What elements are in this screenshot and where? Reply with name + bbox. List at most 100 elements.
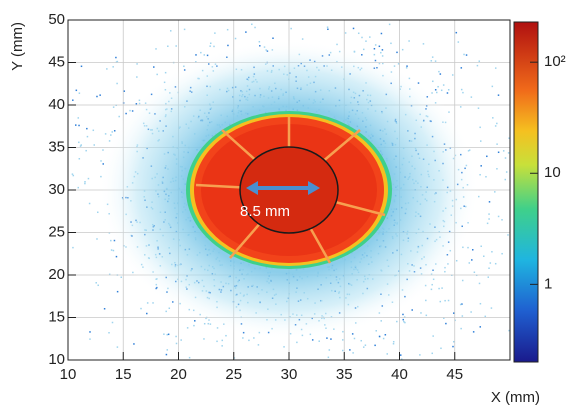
noise-dot — [501, 252, 503, 255]
noise-dot — [283, 346, 285, 348]
y-tick-label: 35 — [48, 138, 65, 155]
noise-dot — [89, 338, 91, 340]
noise-dot — [470, 96, 473, 98]
noise-dot — [251, 23, 253, 26]
color-bar — [513, 21, 539, 363]
noise-dot — [461, 303, 463, 305]
noise-dot — [378, 45, 381, 48]
noise-dot — [203, 54, 206, 56]
noise-dot — [411, 309, 413, 311]
noise-dot — [435, 91, 438, 94]
noise-dot — [441, 287, 443, 289]
noise-dot — [136, 76, 138, 78]
y-tick-label: 45 — [48, 53, 65, 70]
noise-dot — [382, 337, 385, 340]
noise-dot — [461, 279, 464, 282]
noise-dot — [234, 37, 237, 40]
noise-dot — [78, 158, 81, 160]
noise-dot — [392, 343, 395, 345]
noise-dot — [193, 324, 195, 327]
noise-dot — [459, 303, 462, 306]
noise-dot — [472, 331, 475, 333]
noise-dot — [195, 54, 197, 56]
noise-dot — [392, 340, 395, 343]
noise-dot — [490, 307, 493, 309]
noise-dot — [169, 30, 172, 32]
noise-dot — [442, 84, 445, 86]
noise-dot — [406, 65, 408, 67]
noise-dot — [440, 347, 442, 350]
noise-dot — [344, 32, 347, 34]
noise-dot — [72, 174, 75, 177]
noise-dot — [116, 60, 119, 63]
noise-dot — [488, 201, 491, 203]
noise-dot — [408, 40, 410, 42]
noise-dot — [381, 49, 384, 51]
noise-dot — [451, 74, 454, 76]
noise-dot — [496, 168, 498, 170]
noise-dot — [477, 107, 480, 109]
noise-dot — [74, 124, 77, 126]
noise-dot — [476, 64, 479, 67]
noise-dot — [386, 353, 388, 355]
noise-dot — [384, 334, 387, 336]
noise-dot — [96, 211, 99, 214]
noise-dot — [175, 342, 178, 345]
noise-dot — [453, 312, 455, 314]
noise-dot — [494, 262, 497, 265]
noise-dot — [484, 315, 487, 318]
noise-dot — [156, 73, 158, 76]
noise-dot — [136, 63, 138, 65]
noise-dot — [155, 48, 157, 50]
noise-dot — [86, 135, 89, 138]
noise-dot — [85, 149, 87, 152]
noise-dot — [400, 358, 403, 361]
noise-dot — [166, 349, 169, 351]
noise-dot — [434, 89, 437, 91]
noise-dot — [213, 45, 215, 48]
noise-dot — [479, 140, 482, 142]
noise-dot — [272, 37, 274, 39]
noise-dot — [374, 344, 376, 347]
noise-dot — [226, 28, 229, 31]
noise-dot — [508, 329, 510, 332]
noise-dot — [140, 307, 142, 310]
noise-dot — [296, 341, 298, 344]
noise-dot — [460, 327, 462, 330]
noise-dot — [257, 344, 260, 346]
noise-dot — [438, 287, 440, 290]
noise-dot — [352, 352, 354, 354]
noise-dot — [452, 340, 455, 343]
noise-dot — [365, 40, 367, 42]
noise-dot — [258, 40, 261, 43]
noise-dot — [380, 32, 383, 35]
noise-dot — [89, 331, 91, 333]
noise-dot — [465, 54, 468, 56]
noise-dot — [253, 337, 255, 339]
noise-dot — [116, 346, 119, 348]
noise-dot — [115, 61, 118, 63]
noise-dot — [471, 259, 473, 261]
noise-dot — [422, 43, 425, 45]
noise-dot — [470, 311, 472, 313]
noise-dot — [194, 320, 196, 322]
noise-dot — [430, 60, 433, 62]
noise-dot — [497, 215, 500, 218]
noise-dot — [102, 149, 104, 151]
noise-dot — [167, 45, 169, 48]
z-tick-label: 10² — [544, 53, 566, 70]
noise-dot — [486, 155, 488, 158]
noise-dot — [496, 143, 498, 145]
noise-dot — [373, 53, 376, 56]
noise-dot — [188, 356, 191, 359]
y-tick-label: 50 — [48, 11, 65, 28]
noise-dot — [460, 67, 463, 69]
noise-dot — [357, 32, 360, 35]
noise-dot — [485, 175, 487, 178]
noise-dot — [108, 273, 111, 276]
noise-dot — [360, 339, 362, 342]
noise-dot — [403, 320, 405, 323]
noise-dot — [487, 276, 490, 278]
noise-dot — [163, 333, 165, 335]
noise-dot — [118, 115, 120, 118]
